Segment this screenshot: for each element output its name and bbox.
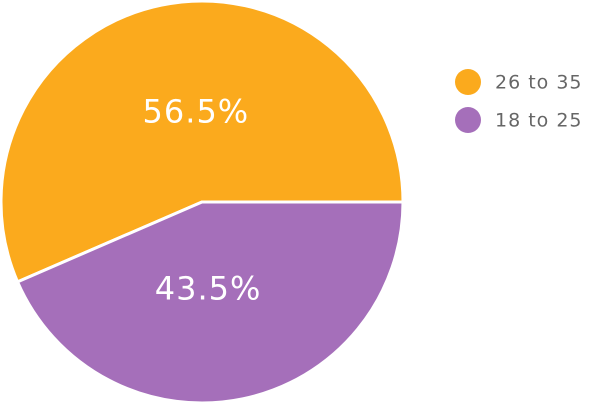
legend-label: 26 to 35 — [495, 72, 583, 94]
pie-slice — [16, 200, 405, 405]
legend-label: 18 to 25 — [495, 110, 583, 132]
legend-swatch — [455, 107, 481, 133]
legend-swatch — [455, 69, 481, 95]
pie-slice — [0, 0, 405, 284]
slice-label: 56.5% — [143, 92, 250, 130]
slice-label: 43.5% — [155, 270, 262, 308]
